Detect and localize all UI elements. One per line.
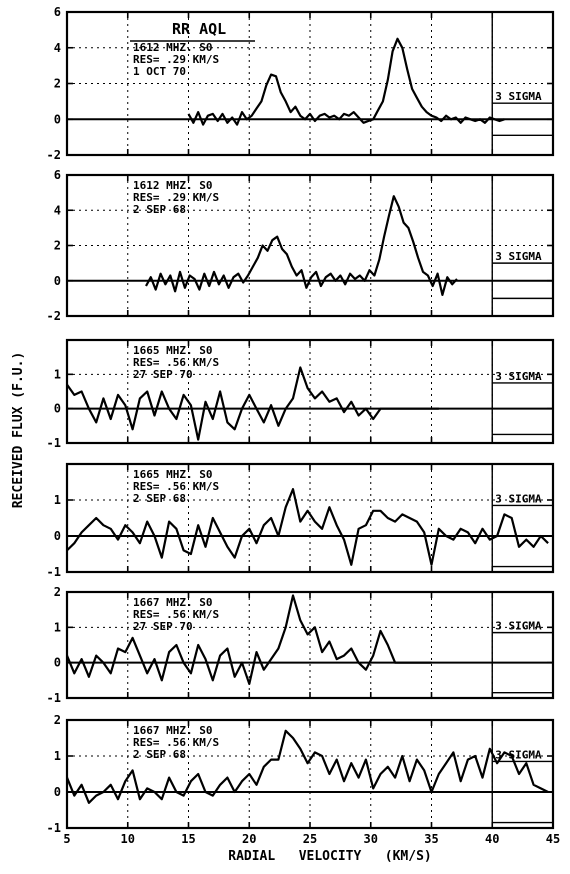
panel-title: RR AQL <box>172 20 226 38</box>
spectrum-line <box>65 729 549 804</box>
panel-date: 27 SEP 70 <box>133 368 193 381</box>
spectrum-line <box>65 594 432 686</box>
x-tick-label: 10 <box>121 832 135 846</box>
sigma-label: 3 SIGMA <box>495 370 542 383</box>
y-tick-label: -2 <box>47 309 61 323</box>
x-tick-label: 35 <box>424 832 438 846</box>
panel-date: 2 SEP 68 <box>133 492 186 505</box>
sigma-label: 3 SIGMA <box>495 620 542 633</box>
panel-date: 2 SEP 68 <box>133 203 186 216</box>
y-tick-label: -1 <box>47 565 61 579</box>
y-tick-label: 2 <box>54 713 61 727</box>
sigma-label: 3 SIGMA <box>495 748 542 761</box>
x-tick-label: 45 <box>546 832 560 846</box>
panel-res: RES= .29 KM/S <box>133 53 219 66</box>
sigma-label: 3 SIGMA <box>495 250 542 263</box>
y-tick-label: 1 <box>54 493 61 507</box>
y-tick-label: 0 <box>54 274 61 288</box>
y-tick-label: 6 <box>54 168 61 182</box>
spectrum-line <box>66 366 439 441</box>
y-tick-label: 2 <box>54 77 61 91</box>
y-tick-label: -2 <box>47 148 61 162</box>
y-tick-label: 1 <box>54 620 61 634</box>
panel-res: RES= .56 KM/S <box>133 608 219 621</box>
panel-freq: 1667 MHZ. S0 <box>133 724 212 737</box>
x-tick-label: 15 <box>181 832 195 846</box>
panel-frame <box>65 718 555 830</box>
y-tick-label: 4 <box>54 203 61 217</box>
y-tick-label: 6 <box>54 5 61 19</box>
panel-freq: 1612 MHZ. S0 <box>133 179 212 192</box>
y-tick-label: -1 <box>47 691 61 705</box>
panel-freq: 1665 MHZ. S0 <box>133 468 212 481</box>
panel-freq: 1612 MHZ. S0 <box>133 41 212 54</box>
panel-frame <box>65 462 555 574</box>
sigma-label: 3 SIGMA <box>495 90 542 103</box>
y-tick-label: 2 <box>54 239 61 253</box>
y-tick-label: 0 <box>54 785 61 799</box>
y-tick-label: 0 <box>54 529 61 543</box>
x-tick-label: 40 <box>485 832 499 846</box>
y-tick-label: 0 <box>54 402 61 416</box>
spectrum-line <box>187 37 505 126</box>
y-tick-label: -1 <box>47 436 61 450</box>
x-tick-label: 25 <box>303 832 317 846</box>
panel-res: RES= .56 KM/S <box>133 480 219 493</box>
x-tick-label: 5 <box>63 832 70 846</box>
panel-frame <box>65 173 555 318</box>
panel-frame <box>65 590 555 700</box>
spectrum-line <box>66 488 549 566</box>
panel-date: 2 SEP 68 <box>133 748 186 761</box>
y-tick-label: 0 <box>54 112 61 126</box>
panel-date: 1 OCT 70 <box>133 65 186 78</box>
x-tick-label: 20 <box>242 832 256 846</box>
y-tick-label: 1 <box>54 749 61 763</box>
sigma-label: 3 SIGMA <box>495 492 542 505</box>
panel-frame <box>65 10 555 157</box>
x-tick-label: 30 <box>364 832 378 846</box>
y-axis-label: RECEIVED FLUX (F.U.) <box>11 352 26 509</box>
y-tick-label: 1 <box>54 367 61 381</box>
panel-res: RES= .29 KM/S <box>133 191 219 204</box>
panel-freq: 1665 MHZ. S0 <box>133 344 212 357</box>
panel-date: 27 SEP 70 <box>133 620 193 633</box>
panel-res: RES= .56 KM/S <box>133 356 219 369</box>
y-tick-label: 2 <box>54 585 61 599</box>
panel-freq: 1667 MHZ. S0 <box>133 596 212 609</box>
spectrum-line <box>145 195 458 296</box>
x-axis-label: RADIAL VELOCITY (KM/S) <box>228 849 432 864</box>
panel-frame <box>65 338 555 445</box>
panel-res: RES= .56 KM/S <box>133 736 219 749</box>
y-tick-label: 4 <box>54 41 61 55</box>
y-tick-label: -1 <box>47 821 61 835</box>
y-tick-label: 0 <box>54 656 61 670</box>
